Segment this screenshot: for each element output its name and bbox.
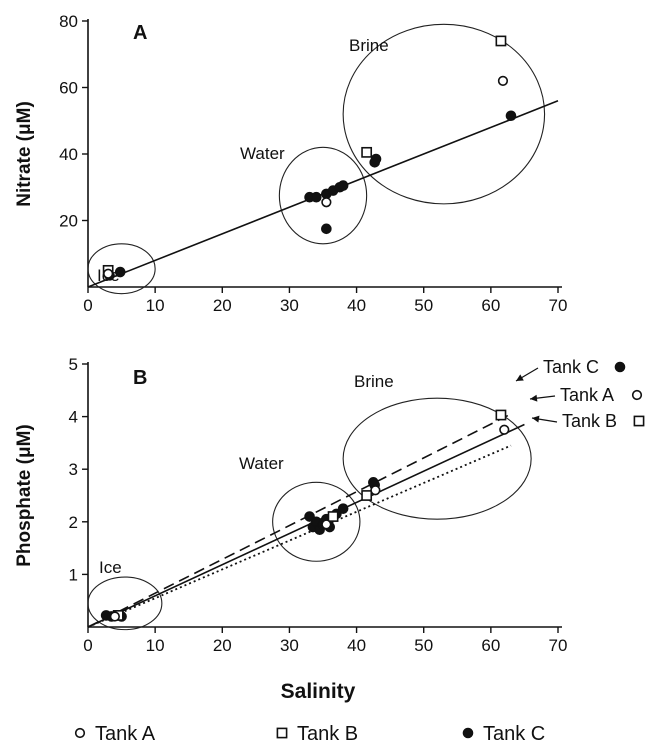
data-point-tank-b bbox=[495, 409, 507, 421]
group-label-water: Water bbox=[239, 454, 284, 473]
y-tick-label: 20 bbox=[59, 212, 78, 231]
x-tick-label: 0 bbox=[83, 296, 92, 315]
y-tick-label: 1 bbox=[69, 565, 78, 584]
x-tick-label: 40 bbox=[347, 296, 366, 315]
group-ellipse-ice bbox=[87, 243, 156, 295]
y-axis-label: Phosphate (μM) bbox=[14, 424, 35, 567]
legend-label-tank-b: Tank B bbox=[297, 723, 358, 745]
x-axis-label: Salinity bbox=[281, 680, 356, 703]
data-point-tank-a bbox=[109, 611, 120, 622]
y-axis-label: Nitrate (μM) bbox=[14, 101, 35, 207]
x-tick-label: 50 bbox=[414, 636, 433, 655]
y-tick-label: 4 bbox=[69, 408, 78, 427]
data-point-tank-b bbox=[495, 35, 507, 47]
legend-marker-tank-a bbox=[74, 727, 86, 739]
x-tick-label: 70 bbox=[549, 296, 568, 315]
data-point-tank-b bbox=[361, 490, 373, 501]
data-point-tank-c bbox=[505, 110, 517, 122]
x-tick-label: 40 bbox=[347, 636, 366, 655]
panel-b-phosphate: 0 10 20 30 40 50 60 70 1 2 3 4 5 Phosphate (μM) Salini… bbox=[14, 355, 645, 703]
group-label-brine: Brine bbox=[349, 36, 389, 55]
arrowhead bbox=[532, 415, 540, 423]
y-tick-label: 40 bbox=[59, 145, 78, 164]
y-tick-label: 80 bbox=[59, 12, 78, 31]
data-point-tank-a bbox=[321, 197, 332, 208]
arrowhead bbox=[530, 394, 538, 402]
group-label-ice: Ice bbox=[99, 558, 122, 577]
y-tick-label: 60 bbox=[59, 79, 78, 98]
data-point-tank-b bbox=[361, 146, 373, 158]
regression-line-dotted bbox=[87, 444, 512, 628]
group-label-water: Water bbox=[240, 144, 285, 163]
group-label-brine: Brine bbox=[354, 372, 394, 391]
x-tick-label: 10 bbox=[146, 296, 165, 315]
line-label-tank-c: Tank C bbox=[543, 357, 599, 377]
data-point-tank-a bbox=[103, 268, 114, 279]
y-tick-label: 2 bbox=[69, 513, 78, 532]
data-point-tank-c bbox=[310, 191, 322, 203]
regression-line-dashed bbox=[87, 413, 512, 628]
line-label-marker-tank-a bbox=[631, 389, 643, 401]
line-label-tank-a: Tank A bbox=[560, 385, 614, 405]
data-point-tank-c bbox=[370, 153, 382, 165]
data-point-tank-c bbox=[337, 503, 349, 514]
data-point-tank-a bbox=[321, 519, 332, 530]
data-point-tank-b bbox=[327, 511, 339, 522]
x-tick-label: 20 bbox=[213, 296, 232, 315]
legend-label-tank-c: Tank C bbox=[483, 723, 545, 745]
group-ellipse-water bbox=[278, 146, 368, 245]
legend: Tank A Tank B Tank C bbox=[74, 723, 545, 745]
x-tick-label: 50 bbox=[414, 296, 433, 315]
group-ellipse-water bbox=[272, 481, 361, 562]
data-point-tank-a bbox=[499, 424, 510, 435]
data-point-tank-a bbox=[497, 75, 509, 86]
data-point-tank-c bbox=[114, 266, 126, 278]
line-label-marker-tank-c bbox=[614, 361, 626, 373]
x-tick-label: 10 bbox=[146, 636, 165, 655]
x-tick-label: 60 bbox=[481, 296, 500, 315]
regression-line-solid bbox=[87, 423, 525, 628]
y-tick-label: 3 bbox=[69, 460, 78, 479]
legend-marker-tank-b bbox=[276, 727, 288, 739]
group-ellipse-ice bbox=[87, 576, 163, 631]
y-tick-label: 5 bbox=[69, 355, 78, 374]
x-tick-label: 30 bbox=[280, 296, 299, 315]
line-label-marker-tank-b bbox=[633, 415, 645, 427]
x-tick-label: 0 bbox=[83, 636, 92, 655]
group-ellipse-brine bbox=[342, 397, 532, 520]
legend-marker-tank-c bbox=[462, 727, 474, 739]
legend-label-tank-a: Tank A bbox=[95, 723, 156, 745]
group-ellipse-brine bbox=[342, 23, 546, 205]
x-tick-label: 60 bbox=[481, 636, 500, 655]
data-point-tank-a bbox=[370, 485, 381, 496]
data-point-tank-c bbox=[321, 223, 332, 235]
arrowhead bbox=[516, 374, 524, 381]
panel-label: A bbox=[133, 22, 147, 44]
x-tick-label: 30 bbox=[280, 636, 299, 655]
x-tick-label: 70 bbox=[549, 636, 568, 655]
data-point-tank-c bbox=[337, 180, 349, 191]
panel-label: B bbox=[133, 367, 147, 389]
line-label-tank-b: Tank B bbox=[562, 411, 617, 431]
x-tick-label: 20 bbox=[213, 636, 232, 655]
